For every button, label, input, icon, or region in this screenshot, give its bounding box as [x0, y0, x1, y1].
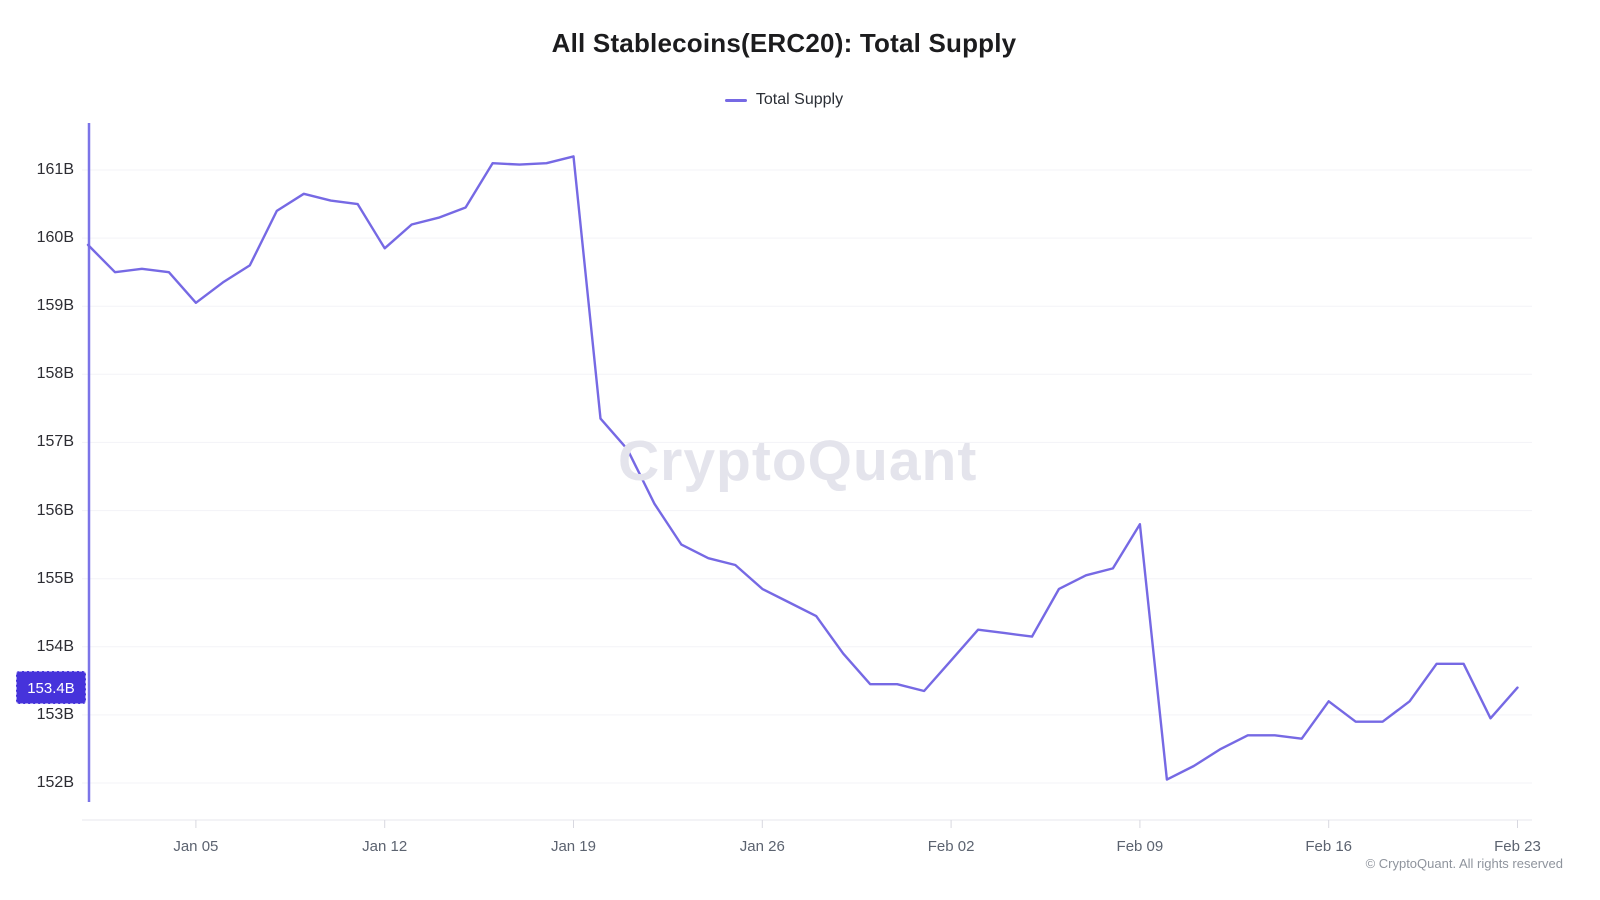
chart-title: All Stablecoins(ERC20): Total Supply — [551, 28, 1017, 58]
legend[interactable]: Total Supply — [724, 91, 844, 109]
y-tick-label: 153B — [36, 705, 74, 723]
legend-label: Total Supply — [755, 91, 844, 108]
x-tick-label: Feb 16 — [1305, 838, 1353, 855]
y-tick-label: 160B — [36, 229, 74, 247]
x-tick-label: Jan 19 — [550, 838, 596, 855]
y-tick-label: 158B — [36, 365, 74, 383]
series-total-supply — [86, 155, 1519, 781]
x-tick-label: Feb 09 — [1116, 838, 1164, 855]
y-tick-label: 154B — [36, 637, 74, 655]
legend-line-icon — [724, 98, 747, 102]
chart-header: All Stablecoins(ERC20): Total Supply Tot… — [0, 0, 1568, 109]
last-value-badge: 153.4B — [16, 671, 86, 704]
x-tick-label: Feb 02 — [927, 838, 975, 855]
x-tick-label: Jan 05 — [173, 838, 219, 855]
y-tick-label: 161B — [36, 161, 74, 178]
copyright-note: © CryptoQuant. All rights reserved — [1365, 856, 1563, 871]
x-tick-label: Jan 12 — [362, 838, 408, 855]
x-tick-label: Jan 26 — [739, 838, 785, 855]
y-tick-label: 152B — [36, 773, 74, 791]
y-tick-label: 157B — [36, 433, 74, 451]
y-tick-label: 159B — [36, 297, 74, 315]
gridlines — [82, 169, 1532, 784]
cryptoquant-watermark: CryptoQuant — [618, 429, 978, 493]
y-tick-label: 156B — [36, 501, 74, 519]
x-tick-label: Feb 23 — [1494, 838, 1541, 855]
y-tick-label: 155B — [36, 569, 74, 587]
x-axis — [82, 819, 1532, 828]
